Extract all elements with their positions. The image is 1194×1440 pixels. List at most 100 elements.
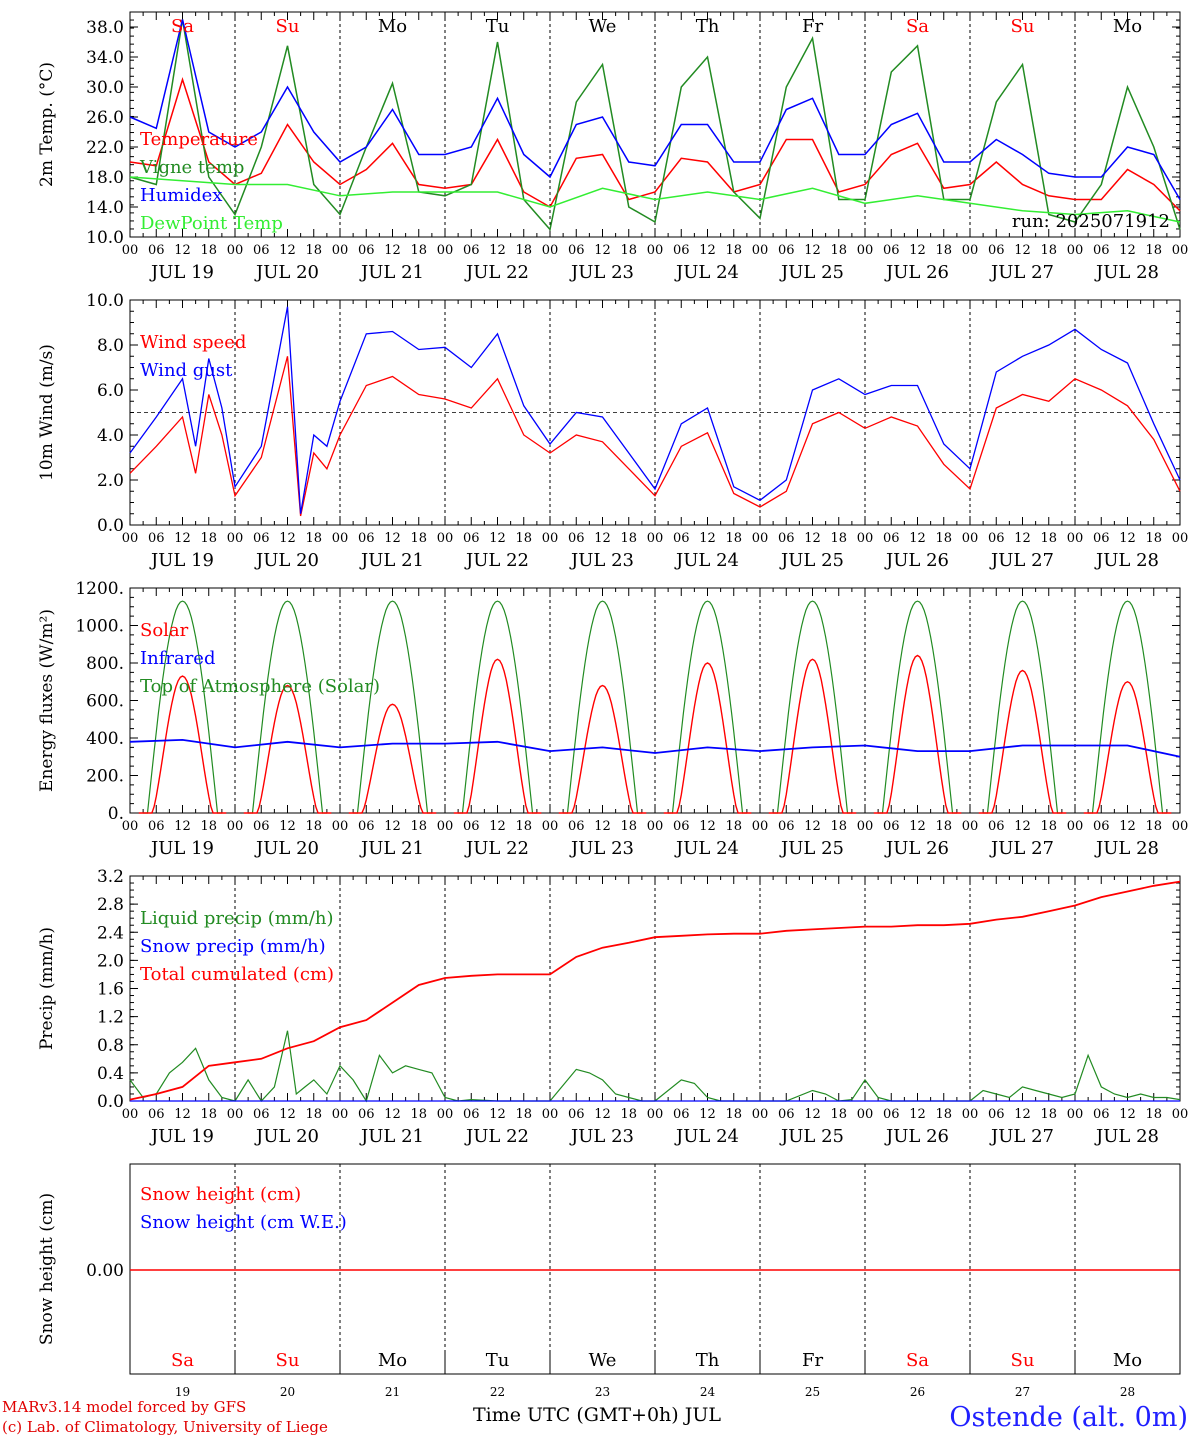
legend-entry: Solar xyxy=(140,620,189,641)
hour-tick-label: 12 xyxy=(174,531,191,546)
hour-tick-label: 00 xyxy=(1172,531,1189,546)
day-date-label: JUL 19 xyxy=(149,1126,214,1147)
infrared-line xyxy=(129,738,1181,758)
y-tick-label: 600. xyxy=(86,692,124,712)
hour-tick-label: 06 xyxy=(568,819,585,834)
weekday-label: Tu xyxy=(486,16,510,37)
hour-tick-label: 12 xyxy=(909,1107,926,1122)
hour-tick-label: 18 xyxy=(515,243,532,258)
hour-tick-label: 06 xyxy=(1093,531,1110,546)
hour-tick-label: 12 xyxy=(174,1107,191,1122)
hour-tick-label: 00 xyxy=(962,1107,979,1122)
toa-line xyxy=(248,600,327,814)
weekday-label: Sa xyxy=(171,1350,194,1371)
day-date-label: JUL 19 xyxy=(149,262,214,283)
series-line xyxy=(129,176,1181,223)
weekday-label: Th xyxy=(696,16,720,37)
weekday-label: Fr xyxy=(802,16,823,37)
hour-tick-label: 12 xyxy=(699,819,716,834)
panel-4-ylabel: Precip (mm/h) xyxy=(37,927,57,1050)
hour-tick-label: 00 xyxy=(437,243,454,258)
y-tick-label: 18.0 xyxy=(86,168,124,188)
hour-tick-label: 12 xyxy=(279,531,296,546)
hour-tick-label: 12 xyxy=(1014,1107,1031,1122)
hour-tick-label: 12 xyxy=(594,531,611,546)
hour-tick-label: 12 xyxy=(489,1107,506,1122)
day-date-label: JUL 21 xyxy=(359,550,424,571)
day-date-label: JUL 27 xyxy=(989,838,1054,859)
day-date-label: JUL 20 xyxy=(254,550,319,571)
hour-tick-label: 12 xyxy=(909,531,926,546)
solar-line xyxy=(768,658,857,814)
run-label: run: 2025071912 xyxy=(1012,211,1170,232)
legend-entry: Snow height (cm) xyxy=(140,1184,301,1205)
hour-tick-label: 12 xyxy=(594,819,611,834)
hour-tick-label: 18 xyxy=(620,531,637,546)
legend-entry: Total cumulated (cm) xyxy=(140,964,334,985)
weekday-label: Fr xyxy=(802,1350,823,1371)
solar-line xyxy=(978,669,1067,814)
toa-line xyxy=(668,600,747,814)
legend-entry: Liquid precip (mm/h) xyxy=(140,908,334,929)
hour-tick-label: 06 xyxy=(253,531,270,546)
y-tick-label: 800. xyxy=(86,654,124,674)
y-tick-label: 0.00 xyxy=(86,1261,124,1281)
panel-3-frame xyxy=(129,587,1181,814)
lab-credit: (c) Lab. of Climatology, University of L… xyxy=(2,1418,328,1436)
day-date-label: JUL 20 xyxy=(254,262,319,283)
hour-tick-label: 00 xyxy=(1067,1107,1084,1122)
hour-tick-label: 18 xyxy=(830,531,847,546)
weekday-label: Su xyxy=(1011,1350,1035,1371)
hour-tick-label: 18 xyxy=(1040,531,1057,546)
day-date-label: JUL 28 xyxy=(1094,838,1159,859)
day-date-label: JUL 28 xyxy=(1094,1126,1159,1147)
toa-line xyxy=(1088,600,1167,814)
y-tick-label: 200. xyxy=(86,767,124,787)
hour-tick-label: 00 xyxy=(1172,1107,1189,1122)
weekday-label: Mo xyxy=(1113,16,1142,37)
hour-tick-label: 12 xyxy=(594,1107,611,1122)
legend-entry: Snow precip (mm/h) xyxy=(140,936,326,957)
hour-tick-label: 18 xyxy=(410,243,427,258)
y-tick-label: 400. xyxy=(86,729,124,749)
hour-tick-label: 00 xyxy=(857,243,874,258)
hour-tick-label: 00 xyxy=(122,819,139,834)
hour-tick-label: 00 xyxy=(122,1107,139,1122)
hour-tick-label: 18 xyxy=(1145,819,1162,834)
hour-tick-label: 18 xyxy=(935,243,952,258)
day-date-label: JUL 24 xyxy=(674,1126,739,1147)
hour-tick-label: 00 xyxy=(332,819,349,834)
hour-tick-label: 12 xyxy=(594,243,611,258)
hour-tick-label: 06 xyxy=(358,243,375,258)
weekday-label: We xyxy=(589,1350,617,1371)
hour-tick-label: 06 xyxy=(778,531,795,546)
hour-tick-label: 06 xyxy=(778,819,795,834)
weekday-label: Su xyxy=(1011,16,1035,37)
hour-tick-label: 12 xyxy=(1119,531,1136,546)
solar-line xyxy=(453,658,542,814)
day-date-label: JUL 26 xyxy=(884,1126,949,1147)
hour-tick-label: 12 xyxy=(384,819,401,834)
hour-tick-label: 18 xyxy=(935,1107,952,1122)
y-tick-label: 38.0 xyxy=(86,18,124,38)
legend-entry: Wind gust xyxy=(140,360,233,381)
panel-2-ylabel: 10m Wind (m/s) xyxy=(37,344,57,481)
weekday-label: Su xyxy=(276,1350,300,1371)
y-tick-label: 1.2 xyxy=(97,1008,124,1028)
solar-line xyxy=(138,675,227,814)
hour-tick-label: 00 xyxy=(647,531,664,546)
hour-tick-label: 00 xyxy=(227,819,244,834)
day-date-label: JUL 22 xyxy=(464,550,529,571)
day-date-label: JUL 26 xyxy=(884,262,949,283)
day-number-label: 26 xyxy=(910,1385,925,1399)
hour-tick-label: 18 xyxy=(1145,1107,1162,1122)
solar-line xyxy=(873,654,962,814)
y-tick-label: 0.0 xyxy=(97,516,124,536)
hour-tick-label: 12 xyxy=(384,1107,401,1122)
weekday-label: Th xyxy=(696,1350,720,1371)
hour-tick-label: 00 xyxy=(332,1107,349,1122)
y-tick-label: 10.0 xyxy=(86,291,124,311)
weekday-label: Sa xyxy=(906,16,929,37)
day-date-label: JUL 19 xyxy=(149,550,214,571)
